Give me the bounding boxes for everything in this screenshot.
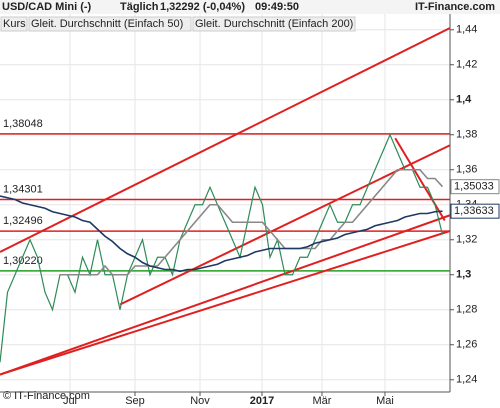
y-tick-label: 1,44 bbox=[456, 24, 477, 36]
y-tick-label: 1,32 bbox=[456, 234, 477, 246]
legend-entry: Gleit. Durchschnitt (Einfach 50) bbox=[31, 18, 183, 30]
legend-entry: Gleit. Durchschnitt (Einfach 200) bbox=[195, 18, 353, 30]
level-label-box bbox=[1, 254, 45, 267]
y-tick-label: 1,24 bbox=[456, 374, 477, 386]
level-label-box bbox=[1, 215, 45, 228]
level-label: 1,38048 bbox=[3, 118, 43, 130]
y-tick-label: 1,4 bbox=[456, 94, 472, 106]
x-tick-label: Mär bbox=[312, 395, 331, 407]
level-label: 1,32496 bbox=[3, 215, 43, 227]
legend-entry: Kurs bbox=[3, 18, 26, 30]
legend-box bbox=[192, 16, 356, 32]
legend-box bbox=[0, 16, 28, 32]
trendline bbox=[0, 27, 451, 253]
trendline bbox=[0, 230, 451, 376]
value-label-box bbox=[450, 179, 500, 195]
x-tick-label: Mai bbox=[376, 395, 394, 407]
level-label: 1,34301 bbox=[3, 183, 43, 195]
legend-box bbox=[28, 16, 192, 32]
y-tick-label: 1,28 bbox=[456, 304, 477, 316]
y-tick-label: 1,36 bbox=[456, 164, 477, 176]
header-text: 09:49:50 bbox=[255, 1, 299, 13]
series-line bbox=[0, 133, 444, 363]
value-label: 1,33633 bbox=[454, 205, 494, 217]
level-label-box bbox=[1, 183, 45, 196]
trendline bbox=[0, 214, 451, 376]
x-tick-label: Sep bbox=[125, 395, 145, 407]
y-tick-label: 1,38 bbox=[456, 129, 477, 141]
series-line bbox=[0, 195, 443, 273]
trendline bbox=[394, 137, 446, 222]
watermark: © IT-Finance.com bbox=[3, 390, 90, 402]
header-text: USD/CAD Mini (-) bbox=[2, 1, 92, 13]
series-line bbox=[60, 168, 444, 276]
x-tick-label: Jul bbox=[63, 395, 77, 407]
x-tick-label: 2017 bbox=[250, 395, 274, 407]
y-tick-label: 1,42 bbox=[456, 59, 477, 71]
value-label-box bbox=[450, 203, 500, 219]
x-tick-label: Nov bbox=[190, 395, 210, 407]
level-label-box bbox=[1, 117, 45, 130]
y-tick-label: 1,3 bbox=[456, 269, 471, 281]
header-text: IT-Finance.com bbox=[415, 1, 495, 13]
header-text: 1,32292 (-0,04%) bbox=[160, 1, 245, 13]
value-label: 1,35033 bbox=[454, 181, 494, 193]
y-tick-label: 1,26 bbox=[456, 339, 477, 351]
level-label: 1,30220 bbox=[3, 255, 43, 267]
header-bar bbox=[0, 0, 500, 14]
header-text: Täglich bbox=[120, 1, 159, 13]
